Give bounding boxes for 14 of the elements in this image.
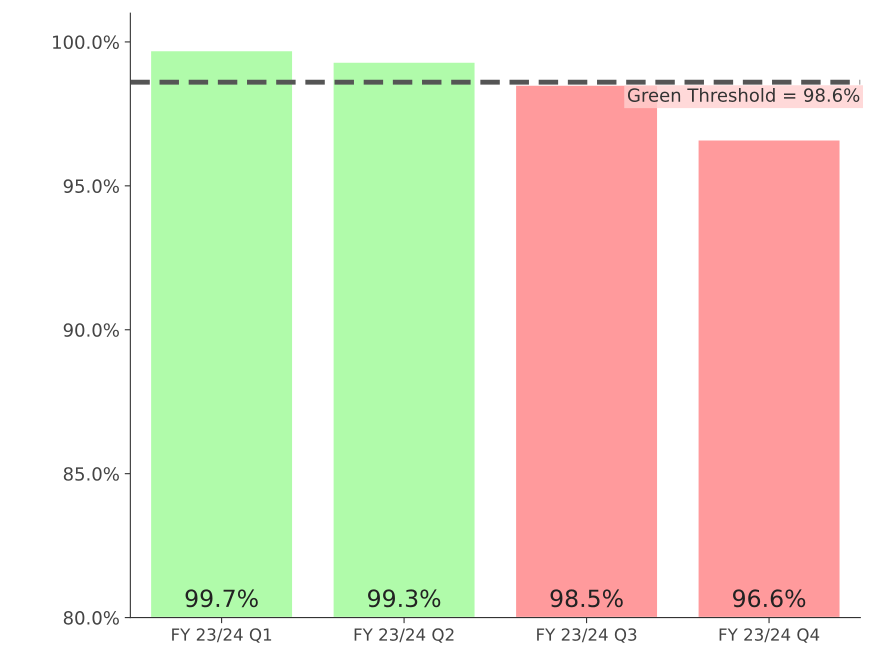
y-tick-label: 100.0% — [53, 35, 119, 50]
data-label: 99.7% — [186, 589, 258, 608]
data-label: 96.6% — [733, 589, 806, 608]
x-tick-label: FY 23/24 Q2 — [354, 628, 454, 643]
x-tick-label: FY 23/24 Q4 — [720, 628, 820, 643]
x-tick-label: FY 23/24 Q3 — [537, 628, 636, 643]
x-tick-label: FY 23/24 Q1 — [172, 628, 272, 643]
data-label: 98.5% — [550, 589, 623, 608]
y-tick-label: 85.0% — [64, 467, 119, 481]
y-tick-label: 80.0% — [64, 611, 119, 625]
ref-line-label: Green Threshold = 98.6% — [628, 88, 860, 102]
y-tick-label: 95.0% — [64, 179, 119, 193]
y-tick-label: 90.0% — [64, 323, 119, 337]
data-label: 99.3% — [368, 589, 440, 608]
